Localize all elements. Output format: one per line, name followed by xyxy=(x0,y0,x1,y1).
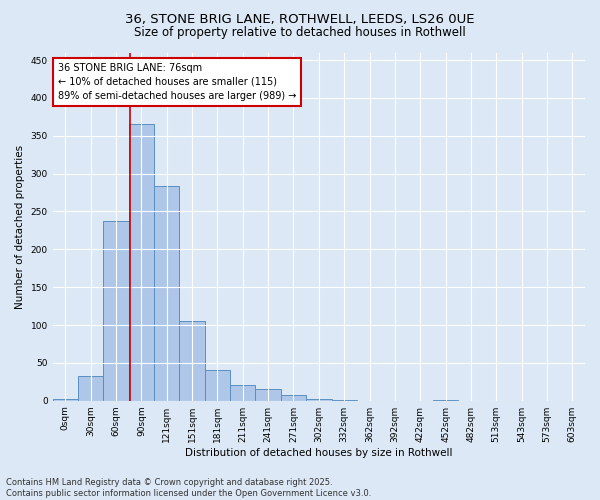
Bar xyxy=(281,396,306,400)
Text: Size of property relative to detached houses in Rothwell: Size of property relative to detached ho… xyxy=(134,26,466,39)
Text: 36 STONE BRIG LANE: 76sqm
← 10% of detached houses are smaller (115)
89% of semi: 36 STONE BRIG LANE: 76sqm ← 10% of detac… xyxy=(58,63,296,101)
Bar xyxy=(179,321,205,400)
X-axis label: Distribution of detached houses by size in Rothwell: Distribution of detached houses by size … xyxy=(185,448,452,458)
Bar xyxy=(154,186,179,400)
Y-axis label: Number of detached properties: Number of detached properties xyxy=(15,144,25,308)
Bar xyxy=(103,222,129,400)
Bar xyxy=(256,390,281,400)
Bar xyxy=(230,385,256,400)
Text: 36, STONE BRIG LANE, ROTHWELL, LEEDS, LS26 0UE: 36, STONE BRIG LANE, ROTHWELL, LEEDS, LS… xyxy=(125,12,475,26)
Bar xyxy=(78,376,103,400)
Bar xyxy=(306,399,332,400)
Text: Contains HM Land Registry data © Crown copyright and database right 2025.
Contai: Contains HM Land Registry data © Crown c… xyxy=(6,478,371,498)
Bar xyxy=(129,124,154,400)
Bar xyxy=(53,399,78,400)
Bar xyxy=(205,370,230,400)
